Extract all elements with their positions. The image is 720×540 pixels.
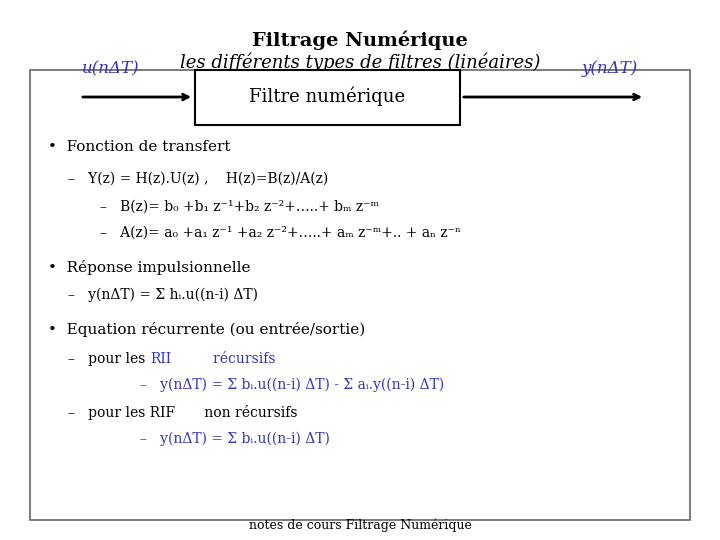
Text: Filtrage Numérique: Filtrage Numérique [252,30,468,50]
Text: •  Réponse impulsionnelle: • Réponse impulsionnelle [48,260,251,275]
Bar [195,70,460,125]
Text: –   y(nΔT) = Σ bᵢ.u((n-i) ΔT) - Σ aᵢ.y((n-i) ΔT): – y(nΔT) = Σ bᵢ.u((n-i) ΔT) - Σ aᵢ.y((n-… [140,378,444,393]
Text: –   y(nΔT) = Σ hᵢ.u((n-i) ΔT): – y(nΔT) = Σ hᵢ.u((n-i) ΔT) [68,288,258,302]
Text: –   y(nΔT) = Σ bᵢ.u((n-i) ΔT): – y(nΔT) = Σ bᵢ.u((n-i) ΔT) [140,432,330,447]
Text: –   B(z)= b₀ +b₁ z⁻¹+b₂ z⁻²+…..+ bₘ z⁻ᵐ: – B(z)= b₀ +b₁ z⁻¹+b₂ z⁻²+…..+ bₘ z⁻ᵐ [100,200,379,214]
Text: –   pour les: – pour les [68,352,150,366]
Text: •  Fonction de transfert: • Fonction de transfert [48,140,230,154]
Text: •  Equation récurrente (ou entrée/sortie): • Equation récurrente (ou entrée/sortie) [48,322,365,337]
Text: les différents types de filtres (linéaires): les différents types de filtres (linéair… [180,52,540,71]
Text: notes de cours Filtrage Numérique: notes de cours Filtrage Numérique [248,518,472,532]
Text: RII: RII [150,352,171,366]
Text: non récursifs: non récursifs [178,406,297,420]
Bar [30,70,690,520]
Text: u(nΔT): u(nΔT) [82,60,140,77]
Text: récursifs: récursifs [178,352,276,366]
Text: Filtre numérique: Filtre numérique [249,86,405,106]
Text: –   Y(z) = H(z).U(z) ,    H(z)=B(z)/A(z): – Y(z) = H(z).U(z) , H(z)=B(z)/A(z) [68,172,328,186]
Text: –   A(z)= a₀ +a₁ z⁻¹ +a₂ z⁻²+…..+ aₘ z⁻ᵐ+.. + aₙ z⁻ⁿ: – A(z)= a₀ +a₁ z⁻¹ +a₂ z⁻²+…..+ aₘ z⁻ᵐ+.… [100,226,461,240]
Text: –   pour les RIF: – pour les RIF [68,406,175,420]
Text: y(nΔT): y(nΔT) [582,60,638,77]
